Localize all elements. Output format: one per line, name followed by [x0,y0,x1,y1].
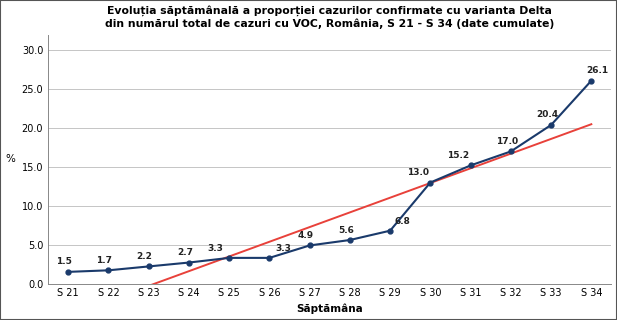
X-axis label: Săptămâna: Săptămâna [296,304,363,315]
Text: 3.3: 3.3 [276,244,291,253]
Text: 2.7: 2.7 [177,248,193,257]
Text: 2.2: 2.2 [137,252,152,261]
Text: 5.6: 5.6 [338,226,354,235]
Title: Evoluția săptămânală a proporției cazurilor confirmate cu varianta Delta
din num: Evoluția săptămânală a proporției cazuri… [105,5,555,28]
Text: 13.0: 13.0 [407,168,429,177]
Text: 1.7: 1.7 [96,256,112,265]
Text: 3.3: 3.3 [207,244,223,253]
Text: 20.4: 20.4 [536,110,558,119]
Text: 17.0: 17.0 [495,137,518,146]
Y-axis label: %: % [6,154,15,164]
Text: 6.8: 6.8 [394,217,410,226]
Text: 4.9: 4.9 [297,231,313,240]
Text: 15.2: 15.2 [447,151,470,160]
Text: 26.1: 26.1 [586,66,608,75]
Text: 1.5: 1.5 [56,257,72,267]
